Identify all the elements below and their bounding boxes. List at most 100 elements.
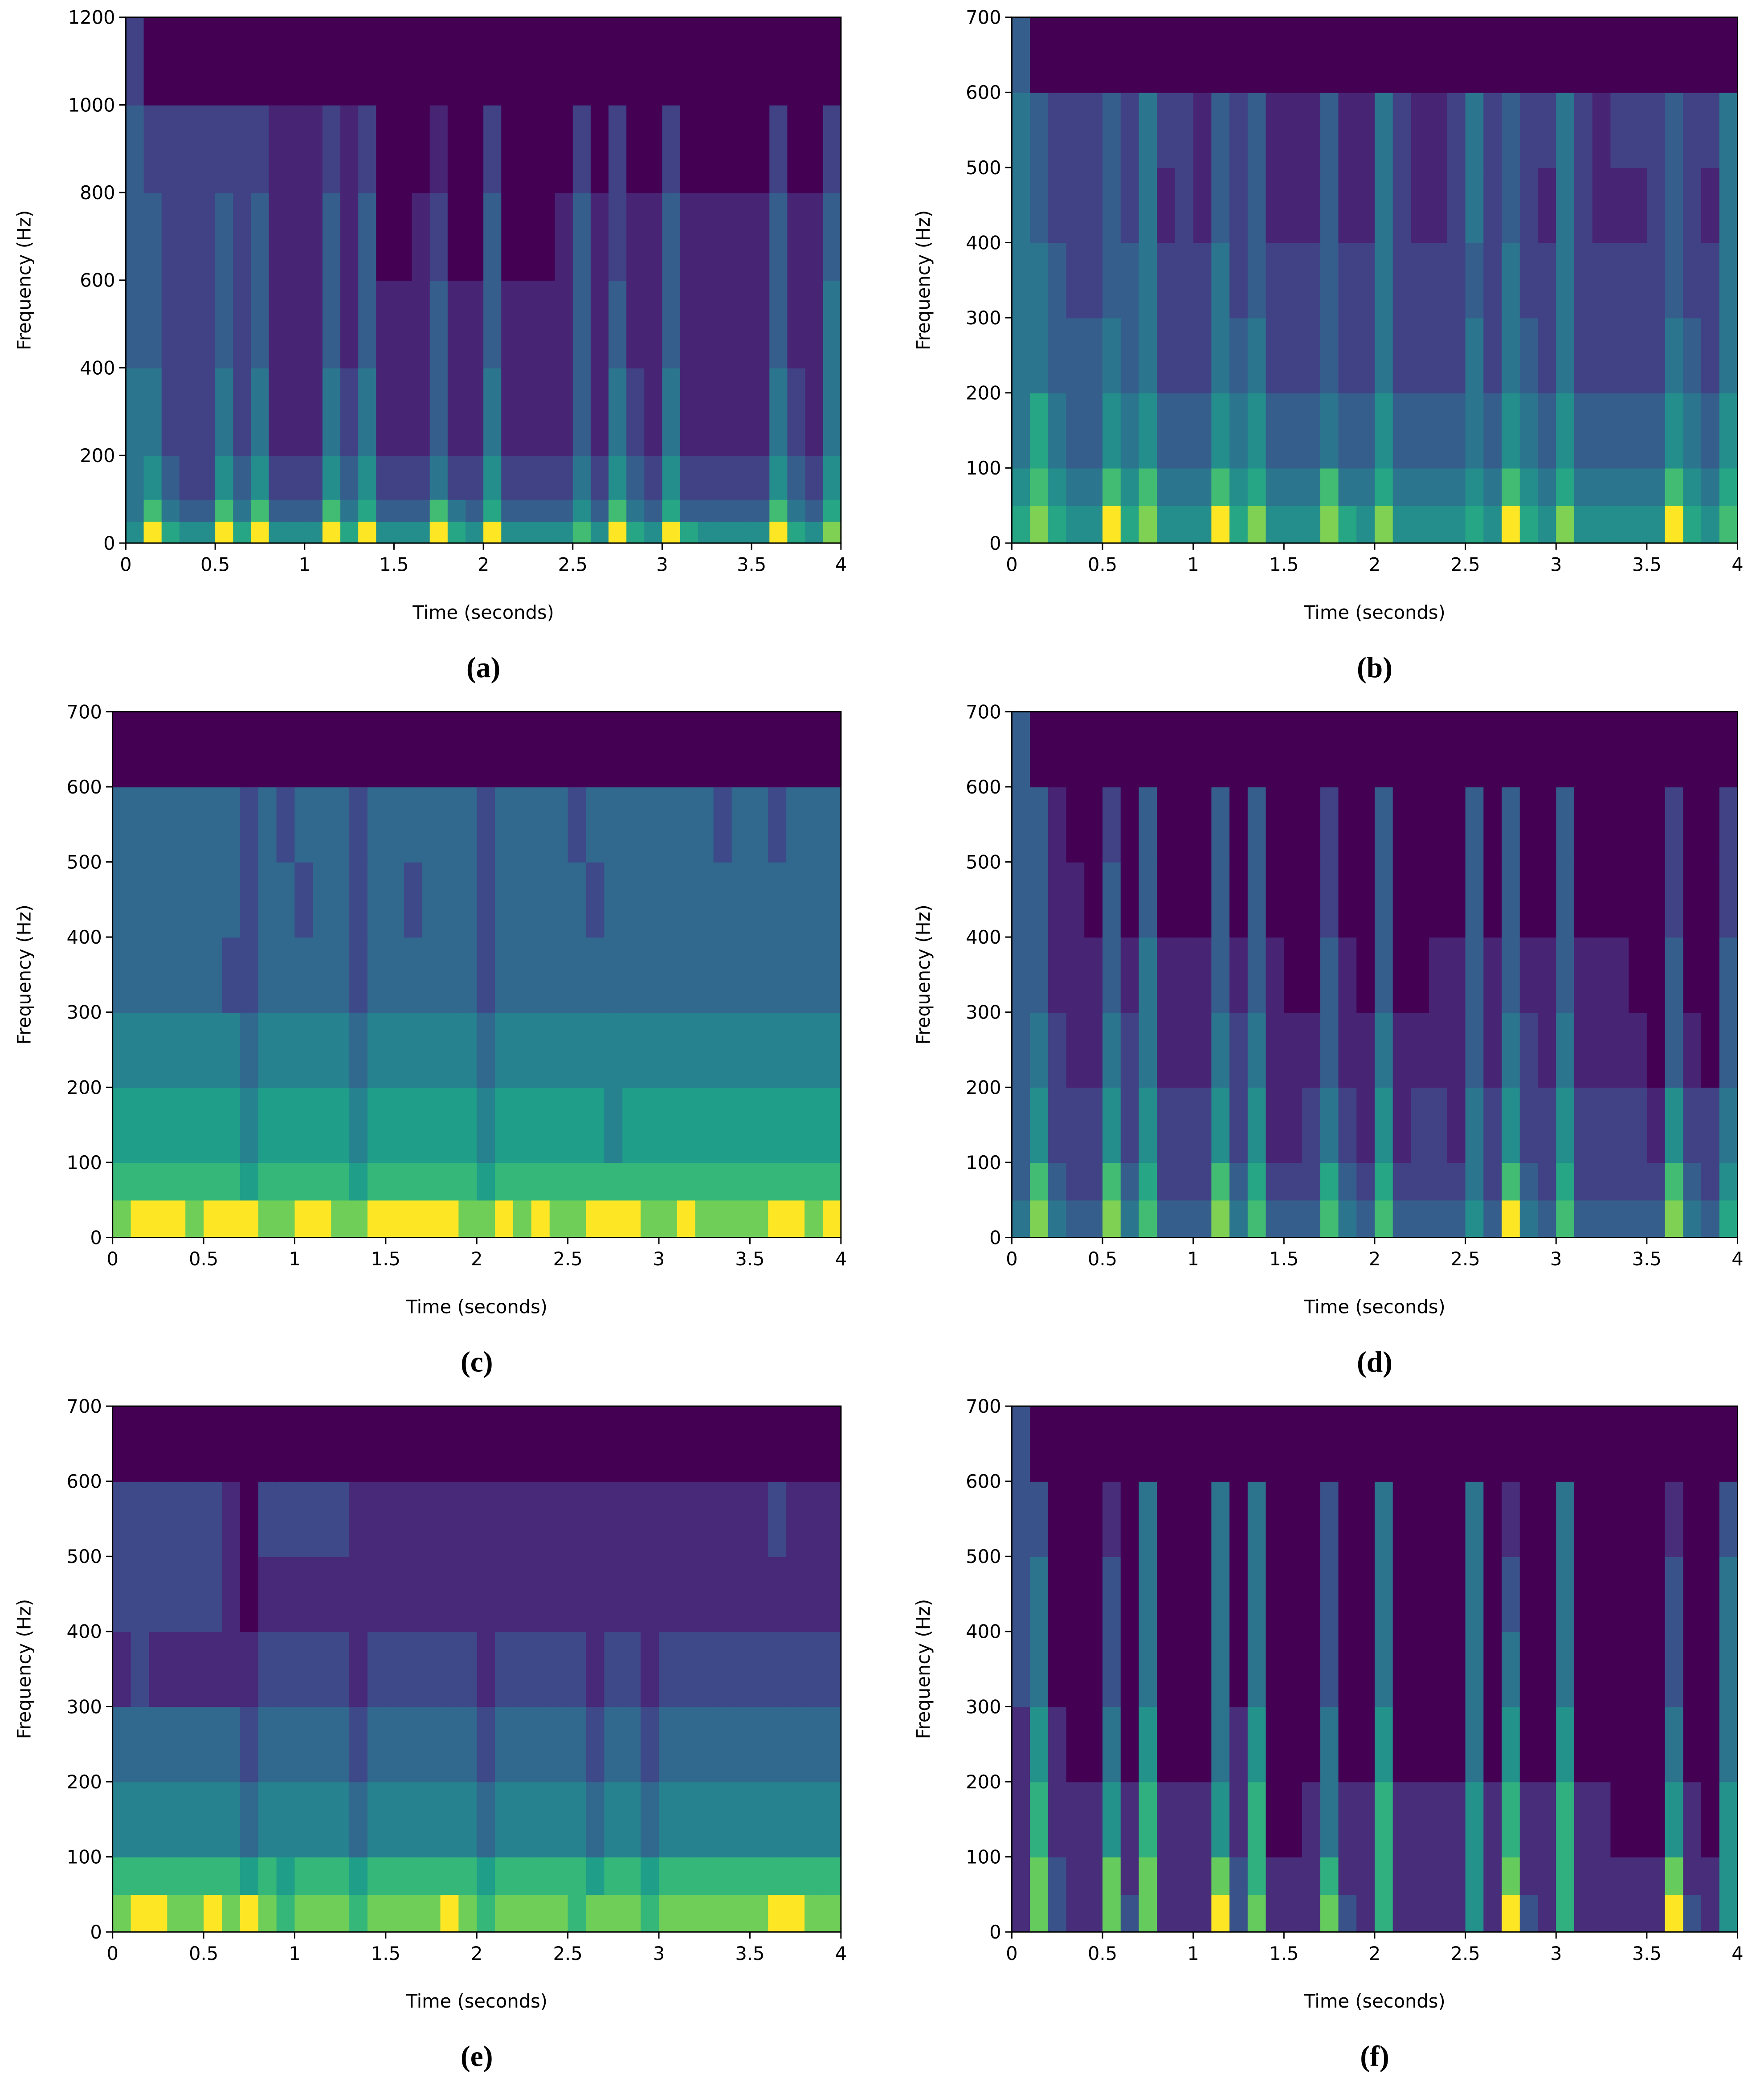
cell xyxy=(1556,318,1575,393)
cell xyxy=(1519,1406,1539,1482)
cell xyxy=(269,368,287,456)
cell xyxy=(276,1481,295,1557)
cell xyxy=(258,862,277,938)
cell xyxy=(1538,1857,1557,1895)
cell xyxy=(368,712,387,788)
cell xyxy=(1066,468,1085,506)
cell xyxy=(167,862,186,938)
cell xyxy=(1048,468,1067,506)
cell xyxy=(1356,505,1376,544)
cell xyxy=(331,1481,350,1557)
cell xyxy=(1465,1481,1484,1557)
cell xyxy=(304,368,323,456)
cell xyxy=(1338,1406,1357,1482)
cell xyxy=(466,499,484,522)
cell xyxy=(294,1631,314,1707)
cell xyxy=(440,1481,459,1557)
cell xyxy=(1519,1782,1539,1857)
cell xyxy=(1066,1200,1085,1238)
cell xyxy=(1719,505,1738,544)
y-tick-label: 200 xyxy=(966,1771,1001,1793)
cell xyxy=(626,521,645,544)
cell xyxy=(1701,92,1720,168)
cell xyxy=(1102,505,1121,544)
x-tick-label: 1 xyxy=(1187,1943,1199,1964)
cell xyxy=(677,1706,696,1783)
cell xyxy=(731,1782,751,1857)
cell xyxy=(233,499,252,522)
cell xyxy=(1193,505,1212,544)
cell xyxy=(233,105,252,193)
cell xyxy=(215,521,234,544)
cell xyxy=(233,280,252,368)
cell xyxy=(340,499,359,522)
cell xyxy=(1102,1087,1121,1163)
cell xyxy=(1012,1894,1031,1933)
cell xyxy=(1519,786,1539,863)
cell xyxy=(269,455,287,500)
cell xyxy=(805,192,824,281)
cell xyxy=(1066,1894,1085,1933)
cell xyxy=(1447,242,1466,319)
cell xyxy=(240,862,259,938)
cell xyxy=(1030,17,1049,93)
cell xyxy=(185,937,204,1013)
cell xyxy=(1465,1631,1484,1707)
cell xyxy=(1411,1631,1430,1707)
cell xyxy=(1284,1857,1303,1895)
cell xyxy=(1356,712,1376,788)
cell xyxy=(1665,937,1684,1013)
cell xyxy=(698,17,717,106)
cell xyxy=(1411,1706,1430,1783)
cell xyxy=(695,1012,714,1088)
cell xyxy=(769,499,788,522)
cell xyxy=(1538,505,1557,544)
cell xyxy=(368,1782,387,1857)
y-tick-label: 300 xyxy=(966,307,1001,329)
cell xyxy=(304,499,323,522)
cell xyxy=(1683,1706,1702,1783)
cell xyxy=(519,499,538,522)
cell xyxy=(1030,468,1049,506)
cell xyxy=(1392,1087,1412,1163)
cell xyxy=(1048,242,1067,319)
cell xyxy=(1084,468,1103,506)
cell xyxy=(1610,17,1629,93)
cell xyxy=(197,521,216,544)
cell xyxy=(126,521,144,544)
cell xyxy=(608,17,627,106)
cell xyxy=(483,105,502,193)
cell xyxy=(1610,786,1629,863)
cell xyxy=(823,521,842,544)
cell xyxy=(429,280,449,368)
cell xyxy=(1102,92,1121,168)
cell xyxy=(477,1706,496,1783)
cell xyxy=(1211,1087,1230,1163)
cell xyxy=(483,192,502,281)
cell xyxy=(586,1857,605,1895)
cell xyxy=(1211,786,1230,863)
cell xyxy=(394,521,412,544)
cell xyxy=(1447,1162,1466,1201)
cell xyxy=(1048,318,1067,393)
cell xyxy=(768,1857,787,1895)
y-axis-label: Frequency (Hz) xyxy=(912,210,934,351)
cell xyxy=(604,712,623,788)
cell xyxy=(269,499,287,522)
x-tick-label: 3.5 xyxy=(1632,553,1662,575)
cell xyxy=(215,192,234,281)
cell xyxy=(1502,505,1520,544)
cell xyxy=(304,280,323,368)
cell xyxy=(269,521,287,544)
cell xyxy=(429,521,449,544)
cell xyxy=(734,368,752,456)
cell xyxy=(1012,1162,1031,1201)
cell xyxy=(1193,1087,1212,1163)
cell xyxy=(1519,1012,1539,1088)
y-tick-label: 500 xyxy=(67,851,102,873)
cell xyxy=(641,1857,660,1895)
cell xyxy=(258,1200,277,1238)
cell xyxy=(604,1481,623,1557)
cell xyxy=(1701,1631,1720,1707)
cell xyxy=(1229,1087,1249,1163)
